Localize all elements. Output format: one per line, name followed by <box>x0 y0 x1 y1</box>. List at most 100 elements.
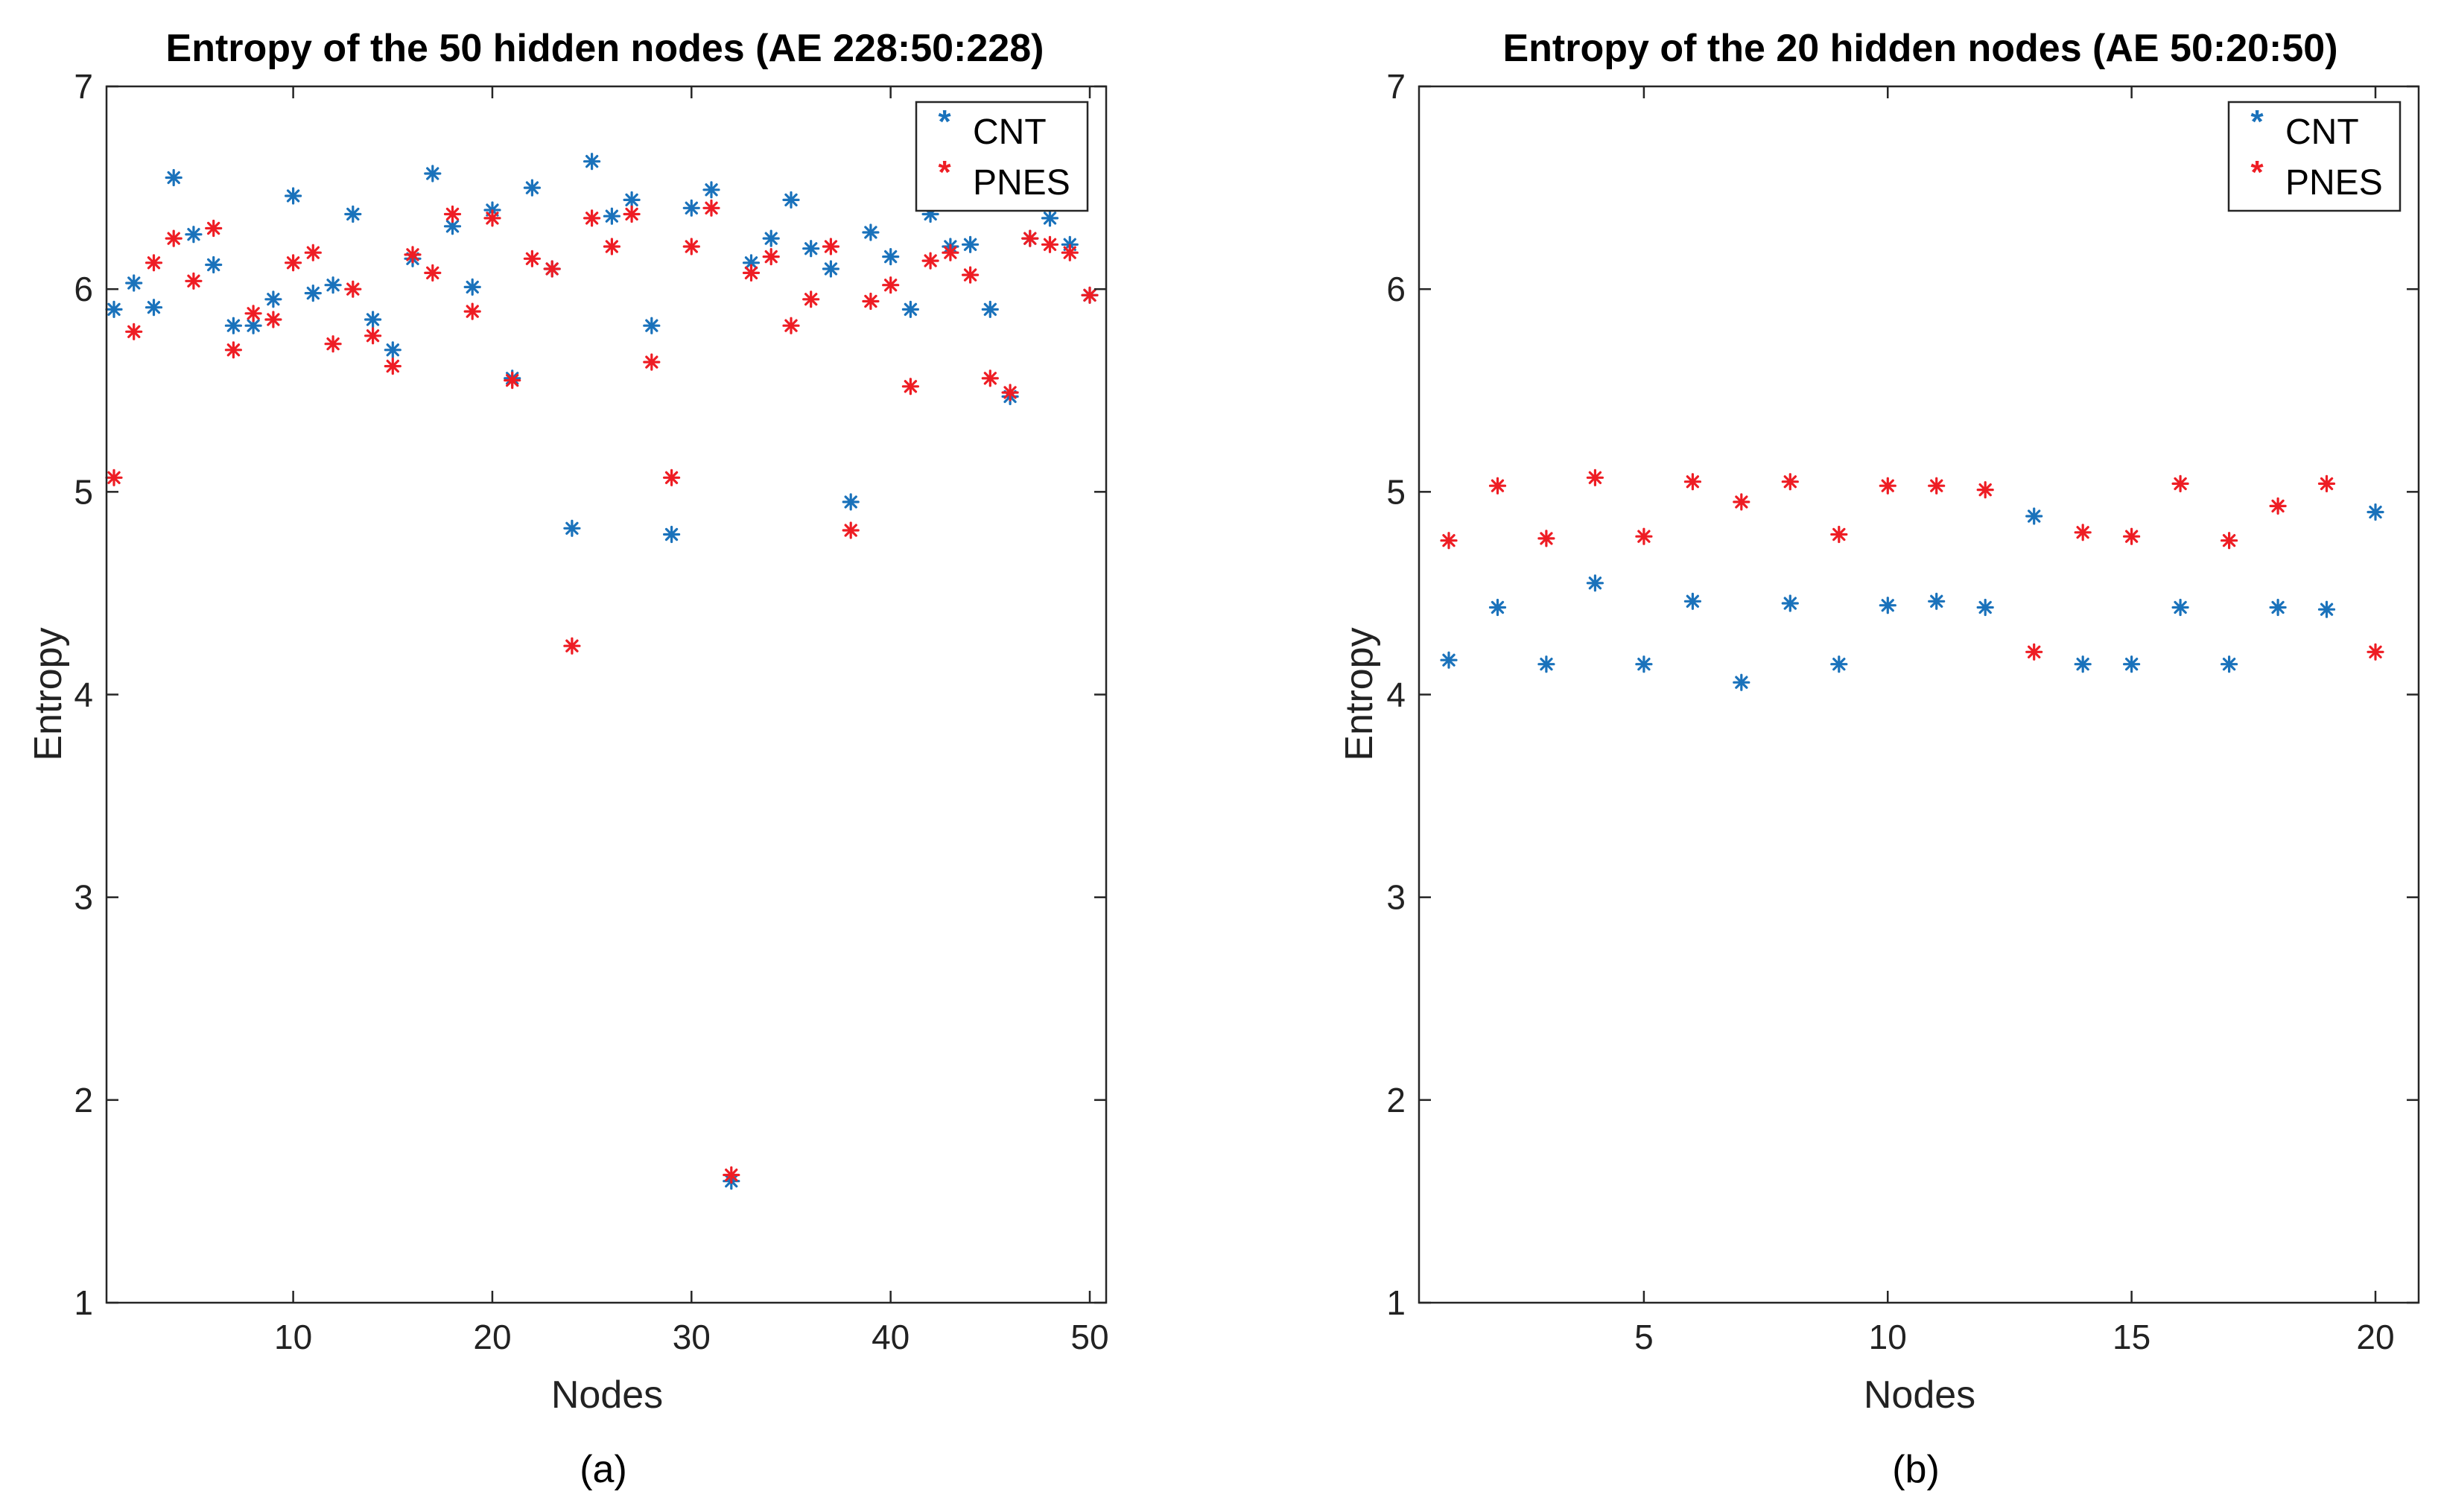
chart-b-point-cnt-17 <box>2221 655 2238 673</box>
chart-a-xtick-label-40: 40 <box>872 1318 910 1356</box>
chart-a-xtick-label-10: 10 <box>274 1318 312 1356</box>
chart-b-legend-box <box>2227 101 2402 212</box>
chart-a-point-pnes-26 <box>603 238 621 255</box>
chart-b-xtick-label-5: 5 <box>1634 1318 1654 1356</box>
chart-a-point-pnes-13 <box>344 280 362 298</box>
chart-a-ytick-label-6: 6 <box>74 270 93 308</box>
chart-a-point-pnes-30 <box>682 238 700 255</box>
chart-b-xticks: 5 10 15 20 <box>1634 86 2395 1356</box>
chart-b-point-pnes-18 <box>2269 497 2287 515</box>
chart-a-point-pnes-21 <box>504 372 521 390</box>
chart-a-point-pnes-10 <box>285 254 302 272</box>
chart-b-legend: * CNT * PNES <box>2227 101 2402 212</box>
chart-a-point-cnt-12 <box>324 276 342 294</box>
chart-b-point-pnes-15 <box>2123 527 2141 545</box>
chart-b-point-pnes-10 <box>1879 477 1896 495</box>
chart-a-point-pnes-24 <box>563 637 581 655</box>
chart-a-legend-cnt-label: CNT <box>973 112 1047 152</box>
chart-a-point-pnes-48 <box>1041 235 1059 253</box>
chart-b-point-cnt-9 <box>1830 655 1848 673</box>
chart-a-point-cnt-30 <box>682 199 700 217</box>
chart-a: Entropy of the 50 hidden nodes (AE 228:5… <box>27 27 1109 1491</box>
chart-a-ytick-label-1: 1 <box>74 1283 93 1322</box>
chart-b-ylabel: Entropy <box>1338 627 1381 760</box>
chart-a-point-cnt-45 <box>981 300 999 318</box>
chart-a-xtick-label-50: 50 <box>1070 1318 1108 1356</box>
chart-a-point-pnes-12 <box>324 335 342 353</box>
chart-a-point-pnes-3 <box>145 254 163 272</box>
chart-a-point-pnes-29 <box>662 468 681 486</box>
chart-b-point-cnt-6 <box>1683 592 1701 610</box>
chart-b-point-cnt-20 <box>2367 503 2384 521</box>
chart-a-point-pnes-22 <box>523 250 542 267</box>
chart-a-point-cnt-39 <box>862 223 880 241</box>
chart-b-title: Entropy of the 20 hidden nodes (AE 50:20… <box>1502 27 2337 70</box>
chart-a-point-cnt-6 <box>205 255 223 274</box>
chart-b-point-cnt-1 <box>1440 651 1458 669</box>
chart-b-point-cnt-13 <box>2025 507 2043 525</box>
chart-a-point-pnes-50 <box>1081 286 1099 304</box>
chart-b-point-pnes-6 <box>1683 473 1701 491</box>
chart-b-point-cnt-14 <box>2074 655 2092 673</box>
chart-b-point-pnes-20 <box>2367 643 2384 661</box>
chart-a-point-pnes-40 <box>882 276 900 294</box>
chart-a-point-cnt-7 <box>224 317 242 334</box>
chart-a-xticks: 10 20 30 40 50 <box>274 86 1109 1356</box>
chart-b-point-cnt-19 <box>2317 600 2336 618</box>
caption-b: (b) <box>1892 1448 1940 1491</box>
chart-a-point-cnt-36 <box>802 240 820 258</box>
chart-b-xlabel: Nodes <box>1864 1373 1975 1417</box>
caption-a: (a) <box>580 1448 627 1491</box>
chart-a-point-pnes-18 <box>443 205 462 223</box>
chart-a-point-cnt-25 <box>583 153 601 171</box>
chart-b-ytick-label-7: 7 <box>1386 67 1406 106</box>
chart-a-points <box>105 153 1099 1190</box>
chart-a-point-pnes-43 <box>942 244 959 261</box>
chart-a-point-cnt-48 <box>1041 209 1059 227</box>
chart-a-point-pnes-44 <box>961 266 980 284</box>
chart-b-point-cnt-3 <box>1537 655 1555 673</box>
chart-b-point-pnes-8 <box>1781 473 1799 491</box>
chart-b-point-pnes-7 <box>1733 493 1750 511</box>
chart-a-point-pnes-46 <box>1001 384 1019 401</box>
chart-a-point-cnt-3 <box>145 299 163 317</box>
chart-a-ylabel: Entropy <box>27 627 70 760</box>
chart-a-point-cnt-26 <box>603 207 621 225</box>
chart-b-points <box>1440 468 2384 691</box>
chart-b-xtick-label-15: 15 <box>2113 1318 2150 1356</box>
chart-b-point-pnes-14 <box>2074 524 2092 541</box>
chart-a-point-pnes-1 <box>105 468 123 486</box>
chart-b-point-pnes-3 <box>1537 530 1555 547</box>
chart-a-point-cnt-14 <box>364 311 382 328</box>
chart-a-point-pnes-2 <box>125 323 143 340</box>
chart-b-point-pnes-2 <box>1488 477 1507 495</box>
chart-a-point-pnes-7 <box>224 341 242 359</box>
chart-a-point-pnes-39 <box>862 292 880 311</box>
chart-a-point-cnt-9 <box>264 290 282 308</box>
chart-b-point-cnt-7 <box>1733 673 1750 691</box>
chart-a-xtick-label-30: 30 <box>673 1318 711 1356</box>
chart-a-point-pnes-14 <box>364 327 382 345</box>
chart-a-legend-pnes-label: PNES <box>973 163 1070 203</box>
chart-a-point-pnes-25 <box>583 209 601 227</box>
chart-b-point-cnt-12 <box>1976 598 1994 617</box>
chart-b-ytick-label-2: 2 <box>1386 1081 1406 1119</box>
chart-a-point-cnt-13 <box>344 205 362 223</box>
chart-a-point-cnt-19 <box>463 278 481 296</box>
chart-b-point-pnes-17 <box>2221 532 2238 550</box>
chart-a-point-pnes-41 <box>901 378 920 396</box>
chart-a-title: Entropy of the 50 hidden nodes (AE 228:5… <box>166 27 1044 70</box>
chart-a-point-cnt-17 <box>424 165 442 182</box>
chart-a-point-pnes-9 <box>264 311 282 328</box>
chart-a-point-pnes-4 <box>165 229 182 247</box>
chart-a-point-cnt-1 <box>105 300 123 318</box>
chart-a-legend-box <box>915 101 1089 212</box>
chart-b-point-cnt-11 <box>1928 592 1946 610</box>
chart-a-point-cnt-24 <box>563 519 581 537</box>
chart-a-point-cnt-5 <box>185 226 203 244</box>
chart-a-point-pnes-11 <box>304 244 322 261</box>
chart-a-legend-pnes-marker: * <box>938 154 951 191</box>
chart-a-point-pnes-5 <box>185 272 203 290</box>
